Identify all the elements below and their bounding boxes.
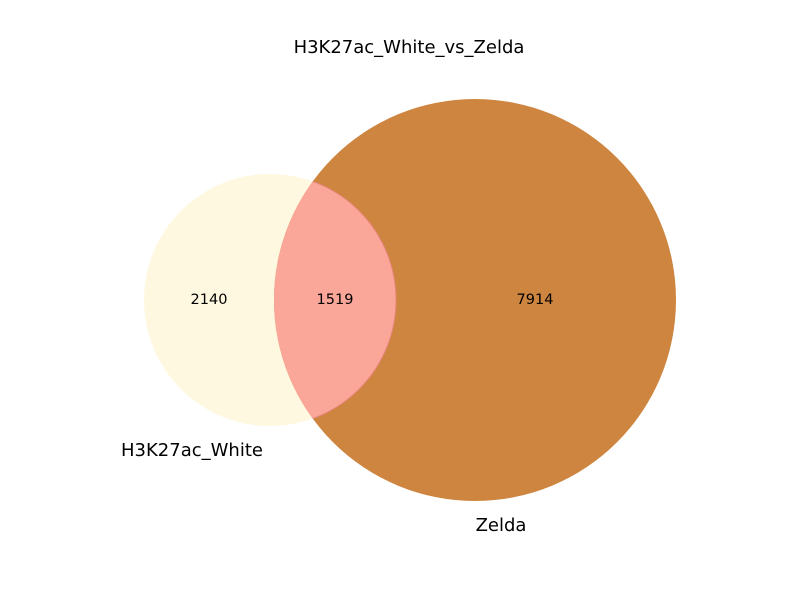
- diagram-title: H3K27ac_White_vs_Zelda: [294, 37, 525, 58]
- set-label-zelda: Zelda: [476, 515, 527, 536]
- intersection-region: [274, 173, 397, 427]
- count-intersection: 1519: [317, 292, 354, 308]
- set-label-h3k27ac-white: H3K27ac_White: [121, 440, 263, 461]
- count-only-h3k27ac-white: 2140: [191, 292, 228, 308]
- set-circle-zelda: [274, 99, 676, 501]
- count-only-zelda: 7914: [517, 292, 554, 308]
